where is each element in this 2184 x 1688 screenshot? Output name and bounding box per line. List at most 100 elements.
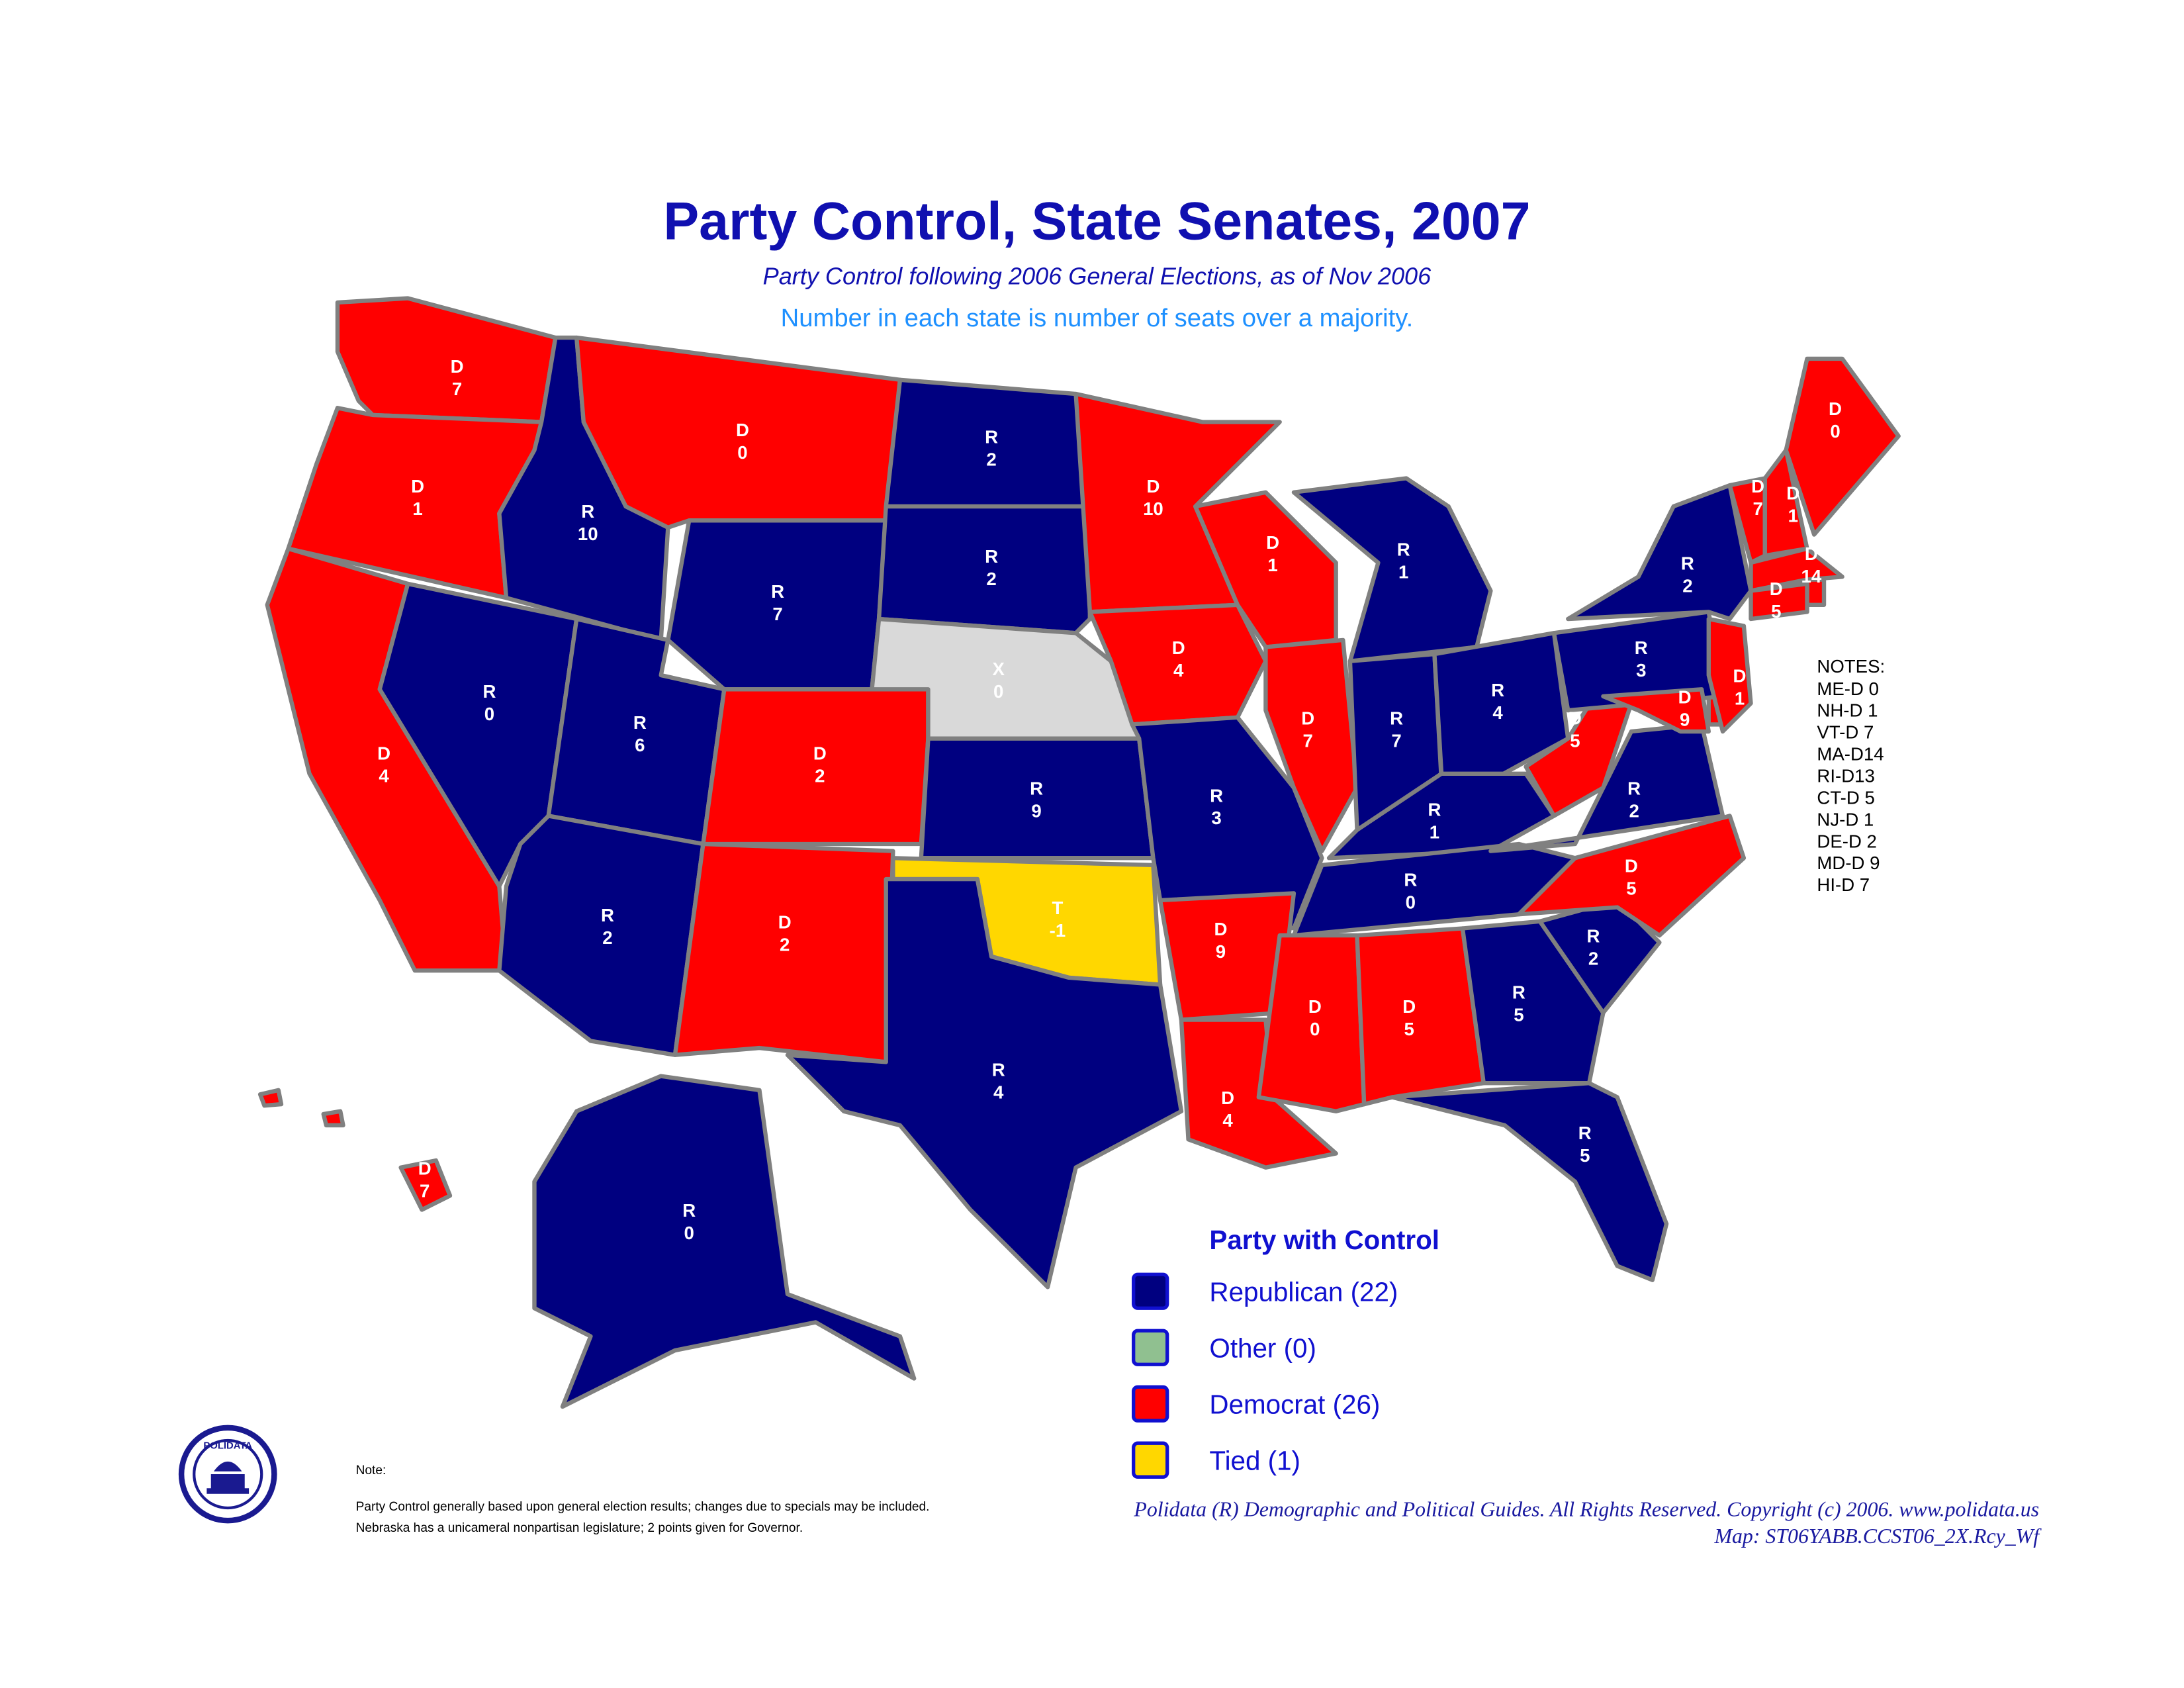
state-seats: 5 [1404, 1019, 1414, 1039]
state-seats: 2 [815, 766, 825, 786]
state-seats: 2 [1682, 576, 1692, 596]
state-party: R [1635, 637, 1648, 658]
state-seats: 2 [780, 934, 790, 955]
legend-title: Party with Control [1209, 1225, 1439, 1255]
subtitle: Party Control following 2006 General Ele… [763, 262, 1432, 289]
state-seats: 4 [1492, 702, 1503, 723]
state-party: D [1308, 996, 1322, 1017]
hawaii-island [321, 1109, 345, 1128]
state-seats: 7 [420, 1180, 430, 1201]
note-line: Nebraska has a unicameral nonpartisan le… [356, 1521, 803, 1535]
legend-label: Other (0) [1209, 1333, 1316, 1364]
note-item: NH-D 1 [1817, 700, 1878, 721]
state [532, 1074, 917, 1409]
legend-label: Republican (22) [1209, 1277, 1398, 1307]
state-party: R [1428, 800, 1441, 820]
state-seats: -1 [1050, 920, 1066, 941]
state-party: D [1733, 666, 1747, 686]
note-item: CT-D 5 [1817, 787, 1874, 808]
state-party: D [1172, 637, 1185, 658]
note-item: DE-D 2 [1817, 831, 1877, 851]
state-party: D [418, 1158, 432, 1178]
note-line: Party Control generally based upon gener… [356, 1500, 930, 1514]
copyright: Polidata (R) Demographic and Political G… [1133, 1498, 2039, 1521]
state [672, 841, 895, 1064]
state-seats: 9 [1031, 801, 1041, 821]
state-seats: 2 [986, 449, 996, 469]
state [1566, 483, 1753, 622]
state-party: R [1397, 539, 1410, 559]
state-seats: 9 [1216, 941, 1226, 962]
state-party: R [482, 681, 496, 702]
state-party: D [1678, 687, 1692, 708]
state-party: R [1030, 778, 1043, 799]
states [257, 296, 1901, 1409]
description: Number in each state is number of seats … [781, 304, 1414, 332]
state-party: D [1569, 708, 1582, 728]
state-seats: 7 [1302, 730, 1312, 751]
state [1432, 631, 1570, 783]
state-seats: 14 [1801, 566, 1822, 586]
note-item: MA-D14 [1817, 744, 1884, 765]
state-seats: 3 [1211, 808, 1221, 828]
state-party: R [1578, 1123, 1592, 1143]
legend-label: Tied (1) [1209, 1446, 1300, 1476]
state [1749, 581, 1809, 622]
state [1516, 814, 1747, 938]
logo: POLIDATA [178, 1425, 277, 1524]
state-seats: 6 [635, 735, 645, 755]
state [1355, 926, 1486, 1107]
state-party: D [1751, 476, 1764, 496]
state-party: D [1214, 919, 1227, 939]
state-seats: 1 [1398, 561, 1408, 582]
state-party: R [1587, 926, 1600, 947]
note-item: ME-D 0 [1817, 679, 1879, 699]
notes: NOTES: ME-D 0NH-D 1VT-D 7MA-D14RI-D13CT-… [1817, 656, 1885, 895]
state-party: D [1221, 1088, 1234, 1108]
state-seats: 1 [1788, 505, 1798, 526]
state-seats: 3 [1636, 660, 1646, 680]
state-seats: 2 [1588, 949, 1598, 969]
state-seats: 10 [578, 524, 598, 544]
legend-swatch [1132, 1272, 1169, 1310]
state [1601, 687, 1711, 734]
notes-title: NOTES: [1817, 656, 1885, 677]
state-party: D [813, 743, 827, 764]
legend-swatch [1132, 1441, 1169, 1479]
legend-swatch [1132, 1329, 1169, 1366]
state [785, 876, 1184, 1289]
state-seats: 4 [1222, 1110, 1233, 1131]
state-seats: 7 [1752, 498, 1762, 519]
state [335, 296, 558, 424]
state-seats: 7 [452, 379, 462, 399]
state-party: R [771, 581, 784, 602]
state-seats: 1 [412, 498, 422, 519]
state [1784, 356, 1901, 537]
state [1130, 715, 1324, 931]
state-seats: 2 [986, 569, 996, 589]
state [398, 1158, 453, 1212]
note-item: MD-D 9 [1817, 853, 1880, 873]
state [1291, 476, 1493, 663]
hawaii-island [257, 1088, 284, 1108]
state-seats: 7 [772, 604, 782, 624]
state-party: R [1491, 680, 1504, 700]
state [1390, 1081, 1669, 1282]
legend-label: Democrat (26) [1209, 1389, 1380, 1420]
state-party: X [992, 659, 1005, 679]
state [1706, 616, 1753, 734]
state-seats: 4 [993, 1082, 1004, 1103]
state-seats: 5 [1580, 1145, 1590, 1166]
state-seats: 4 [1173, 660, 1184, 680]
state-seats: 2 [602, 927, 612, 948]
state [876, 504, 1092, 635]
state-party: D [1770, 579, 1783, 599]
legend: Party with Control Republican (22) Other … [1132, 1225, 1439, 1479]
state-party: R [1512, 982, 1525, 1003]
state-seats: 1 [1735, 688, 1745, 709]
state-seats: 0 [737, 442, 747, 463]
map-id: Map: ST06YABB.CCST06_2X.Rcy_Wf [1713, 1524, 2042, 1548]
state [1256, 933, 1367, 1113]
note-item: HI-D 7 [1817, 874, 1870, 895]
legend-swatch [1132, 1385, 1169, 1423]
